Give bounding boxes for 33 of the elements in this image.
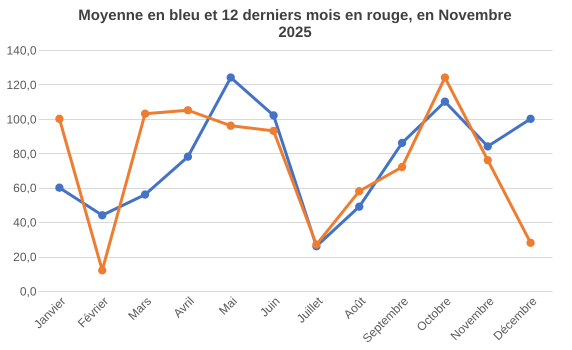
point [184,152,192,161]
point [98,211,106,220]
x-tick-label: Mai [216,294,240,318]
point [484,156,492,164]
point [140,190,150,199]
y-tick-label: 120,0 [6,78,37,92]
y-tick-label: 60,0 [13,181,37,196]
y-tick-label: 0,0 [20,284,37,298]
point [226,73,235,82]
y-tick-label: 80,0 [13,146,37,161]
point [269,126,278,136]
point [440,73,450,82]
point [526,114,535,124]
point [184,106,192,114]
point [55,184,64,192]
point [355,202,364,211]
point [55,114,64,124]
point [269,111,278,120]
point [440,97,450,106]
x-tick-label: Juin [257,294,283,320]
point [355,186,364,196]
y-tick-label: 100,0 [6,112,37,126]
point [98,266,106,275]
point [526,238,535,247]
y-tick-label: 140,0 [6,44,37,58]
chart-title: Moyenne en bleu et 12 derniers mois en rouge, en Novembre 2025 [78,7,512,41]
point [484,142,492,151]
point [398,162,406,172]
y-tick-label: 20,0 [13,250,37,264]
point [140,110,150,118]
point [226,122,235,130]
point [398,138,406,148]
y-tick-label: 40,0 [13,216,37,230]
